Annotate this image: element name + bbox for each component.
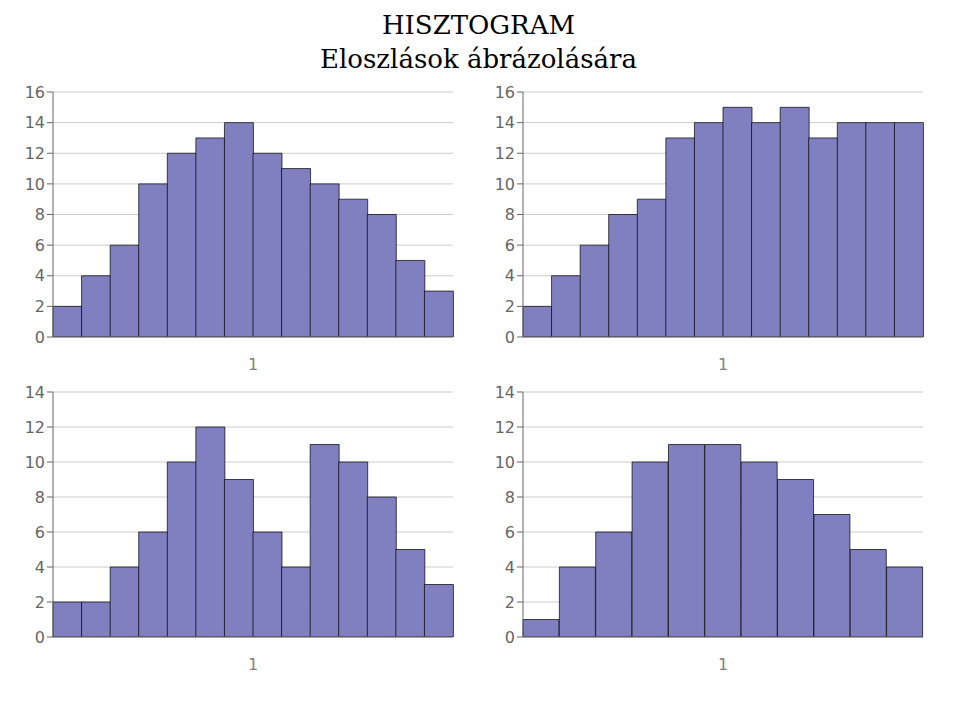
- svg-text:16: 16: [25, 83, 45, 102]
- svg-text:14: 14: [495, 113, 515, 132]
- svg-text:1: 1: [718, 355, 728, 374]
- svg-text:12: 12: [25, 144, 45, 163]
- svg-text:0: 0: [505, 328, 515, 347]
- svg-text:12: 12: [495, 418, 515, 437]
- svg-text:6: 6: [35, 523, 45, 542]
- svg-text:14: 14: [25, 113, 45, 132]
- svg-text:10: 10: [25, 175, 45, 194]
- svg-text:10: 10: [25, 453, 45, 472]
- svg-text:2: 2: [35, 297, 45, 316]
- html-text:HISZTOGRAM: HISZTOGRAM: [381, 10, 576, 40]
- svg-text:2: 2: [505, 593, 515, 612]
- svg-text:1: 1: [248, 355, 258, 374]
- svg-text:8: 8: [35, 205, 45, 224]
- svg-text:2: 2: [505, 297, 515, 316]
- svg-text:4: 4: [505, 558, 515, 577]
- html-text:Eloszlások ábrázolására: Eloszlások ábrázolására: [320, 44, 637, 74]
- svg-text:8: 8: [505, 205, 515, 224]
- svg-text:12: 12: [25, 418, 45, 437]
- svg-text:4: 4: [35, 558, 45, 577]
- svg-text:1: 1: [248, 655, 258, 674]
- svg-text:4: 4: [505, 266, 515, 285]
- svg-text:6: 6: [35, 236, 45, 255]
- svg-text:0: 0: [35, 328, 45, 347]
- svg-text:4: 4: [35, 266, 45, 285]
- svg-text:14: 14: [495, 383, 515, 402]
- svg-text:1: 1: [718, 655, 728, 674]
- svg-text:0: 0: [505, 628, 515, 647]
- svg-text:12: 12: [495, 144, 515, 163]
- svg-text:16: 16: [495, 83, 515, 102]
- svg-text:8: 8: [35, 488, 45, 507]
- svg-text:8: 8: [505, 488, 515, 507]
- svg-text:6: 6: [505, 236, 515, 255]
- svg-text:10: 10: [495, 175, 515, 194]
- svg-text:14: 14: [25, 383, 45, 402]
- svg-text:0: 0: [35, 628, 45, 647]
- svg-text:6: 6: [505, 523, 515, 542]
- svg-text:2: 2: [35, 593, 45, 612]
- svg-text:10: 10: [495, 453, 515, 472]
